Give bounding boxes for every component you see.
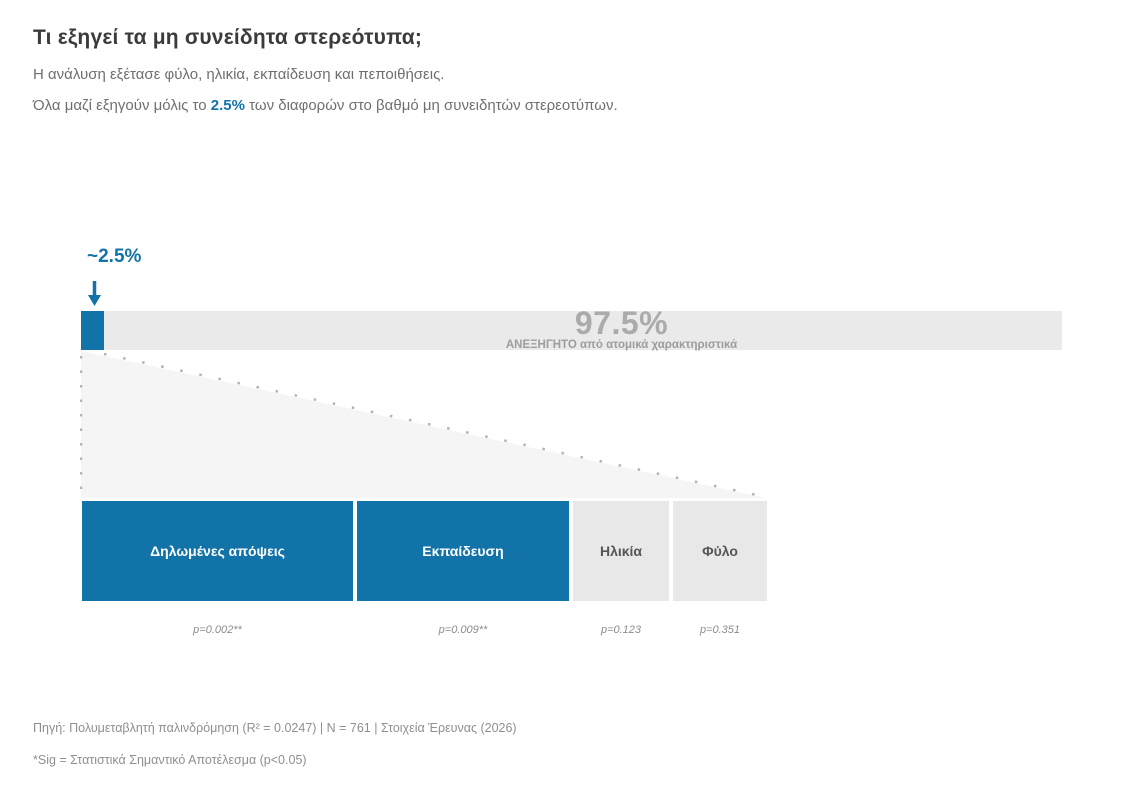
category-label: Δηλωμένες απόψεις [150,543,285,559]
down-arrow-icon [88,281,101,306]
category-label: Εκπαίδευση [422,543,504,559]
category-box-4: Φύλο [673,501,767,601]
p-value-1: p=0.002** [193,624,242,636]
subtitle-analysis: Η ανάλυση εξέτασε φύλο, ηλικία, εκπαίδευ… [33,66,445,83]
significance-note: *Sig = Στατιστικά Σημαντικό Αποτέλεσμα (… [33,753,307,767]
total-bar: 97.5% ΑΝΕΞΗΓΗΤΟ από ατομικά χαρακτηριστι… [81,305,1062,351]
p-value-4: p=0.351 [699,624,741,636]
category-label: Ηλικία [599,543,643,559]
funnel-fill [81,351,766,498]
subtitle-result-highlight: 2.5% [210,97,245,114]
subtitle-result: Όλα μαζί εξηγούν μόλις το 2.5% των διαφο… [33,97,618,114]
unexplained-percentage: 97.5% [574,305,669,341]
explained-segment [81,311,104,350]
category-box-1: Δηλωμένες απόψεις [82,501,353,601]
unexplained-label-block: 97.5% ΑΝΕΞΗΓΗΤΟ από ατομικά χαρακτηριστι… [181,305,1062,351]
p-value-2: p=0.009** [438,624,488,636]
funnel-shape [80,351,767,499]
p-value-3: p=0.123 [600,624,642,636]
source-note: Πηγή: Πολυμεταβλητή παλινδρόμηση (R² = 0… [33,721,517,735]
category-box-2: Εκπαίδευση [357,501,569,601]
category-boxes: Δηλωμένες απόψεις Εκπαίδευση Ηλικία Φύλο [82,501,767,601]
p-values-row: p=0.002** p=0.009** p=0.123 p=0.351 [82,624,767,636]
explained-annotation-label: ~2.5% [87,246,142,267]
subtitle-result-prefix: Όλα μαζί εξηγούν μόλις το [33,97,211,114]
category-box-3: Ηλικία [573,501,669,601]
page-title: Τι εξηγεί τα μη συνείδητα στερεότυπα; [33,26,423,49]
unexplained-sublabel: ΑΝΕΞΗΓΗΤΟ από ατομικά χαρακτηριστικά [505,339,738,351]
category-label: Φύλο [702,543,738,559]
subtitle-result-suffix: των διαφορών στο βαθμό μη συνειδητών στε… [244,97,618,114]
